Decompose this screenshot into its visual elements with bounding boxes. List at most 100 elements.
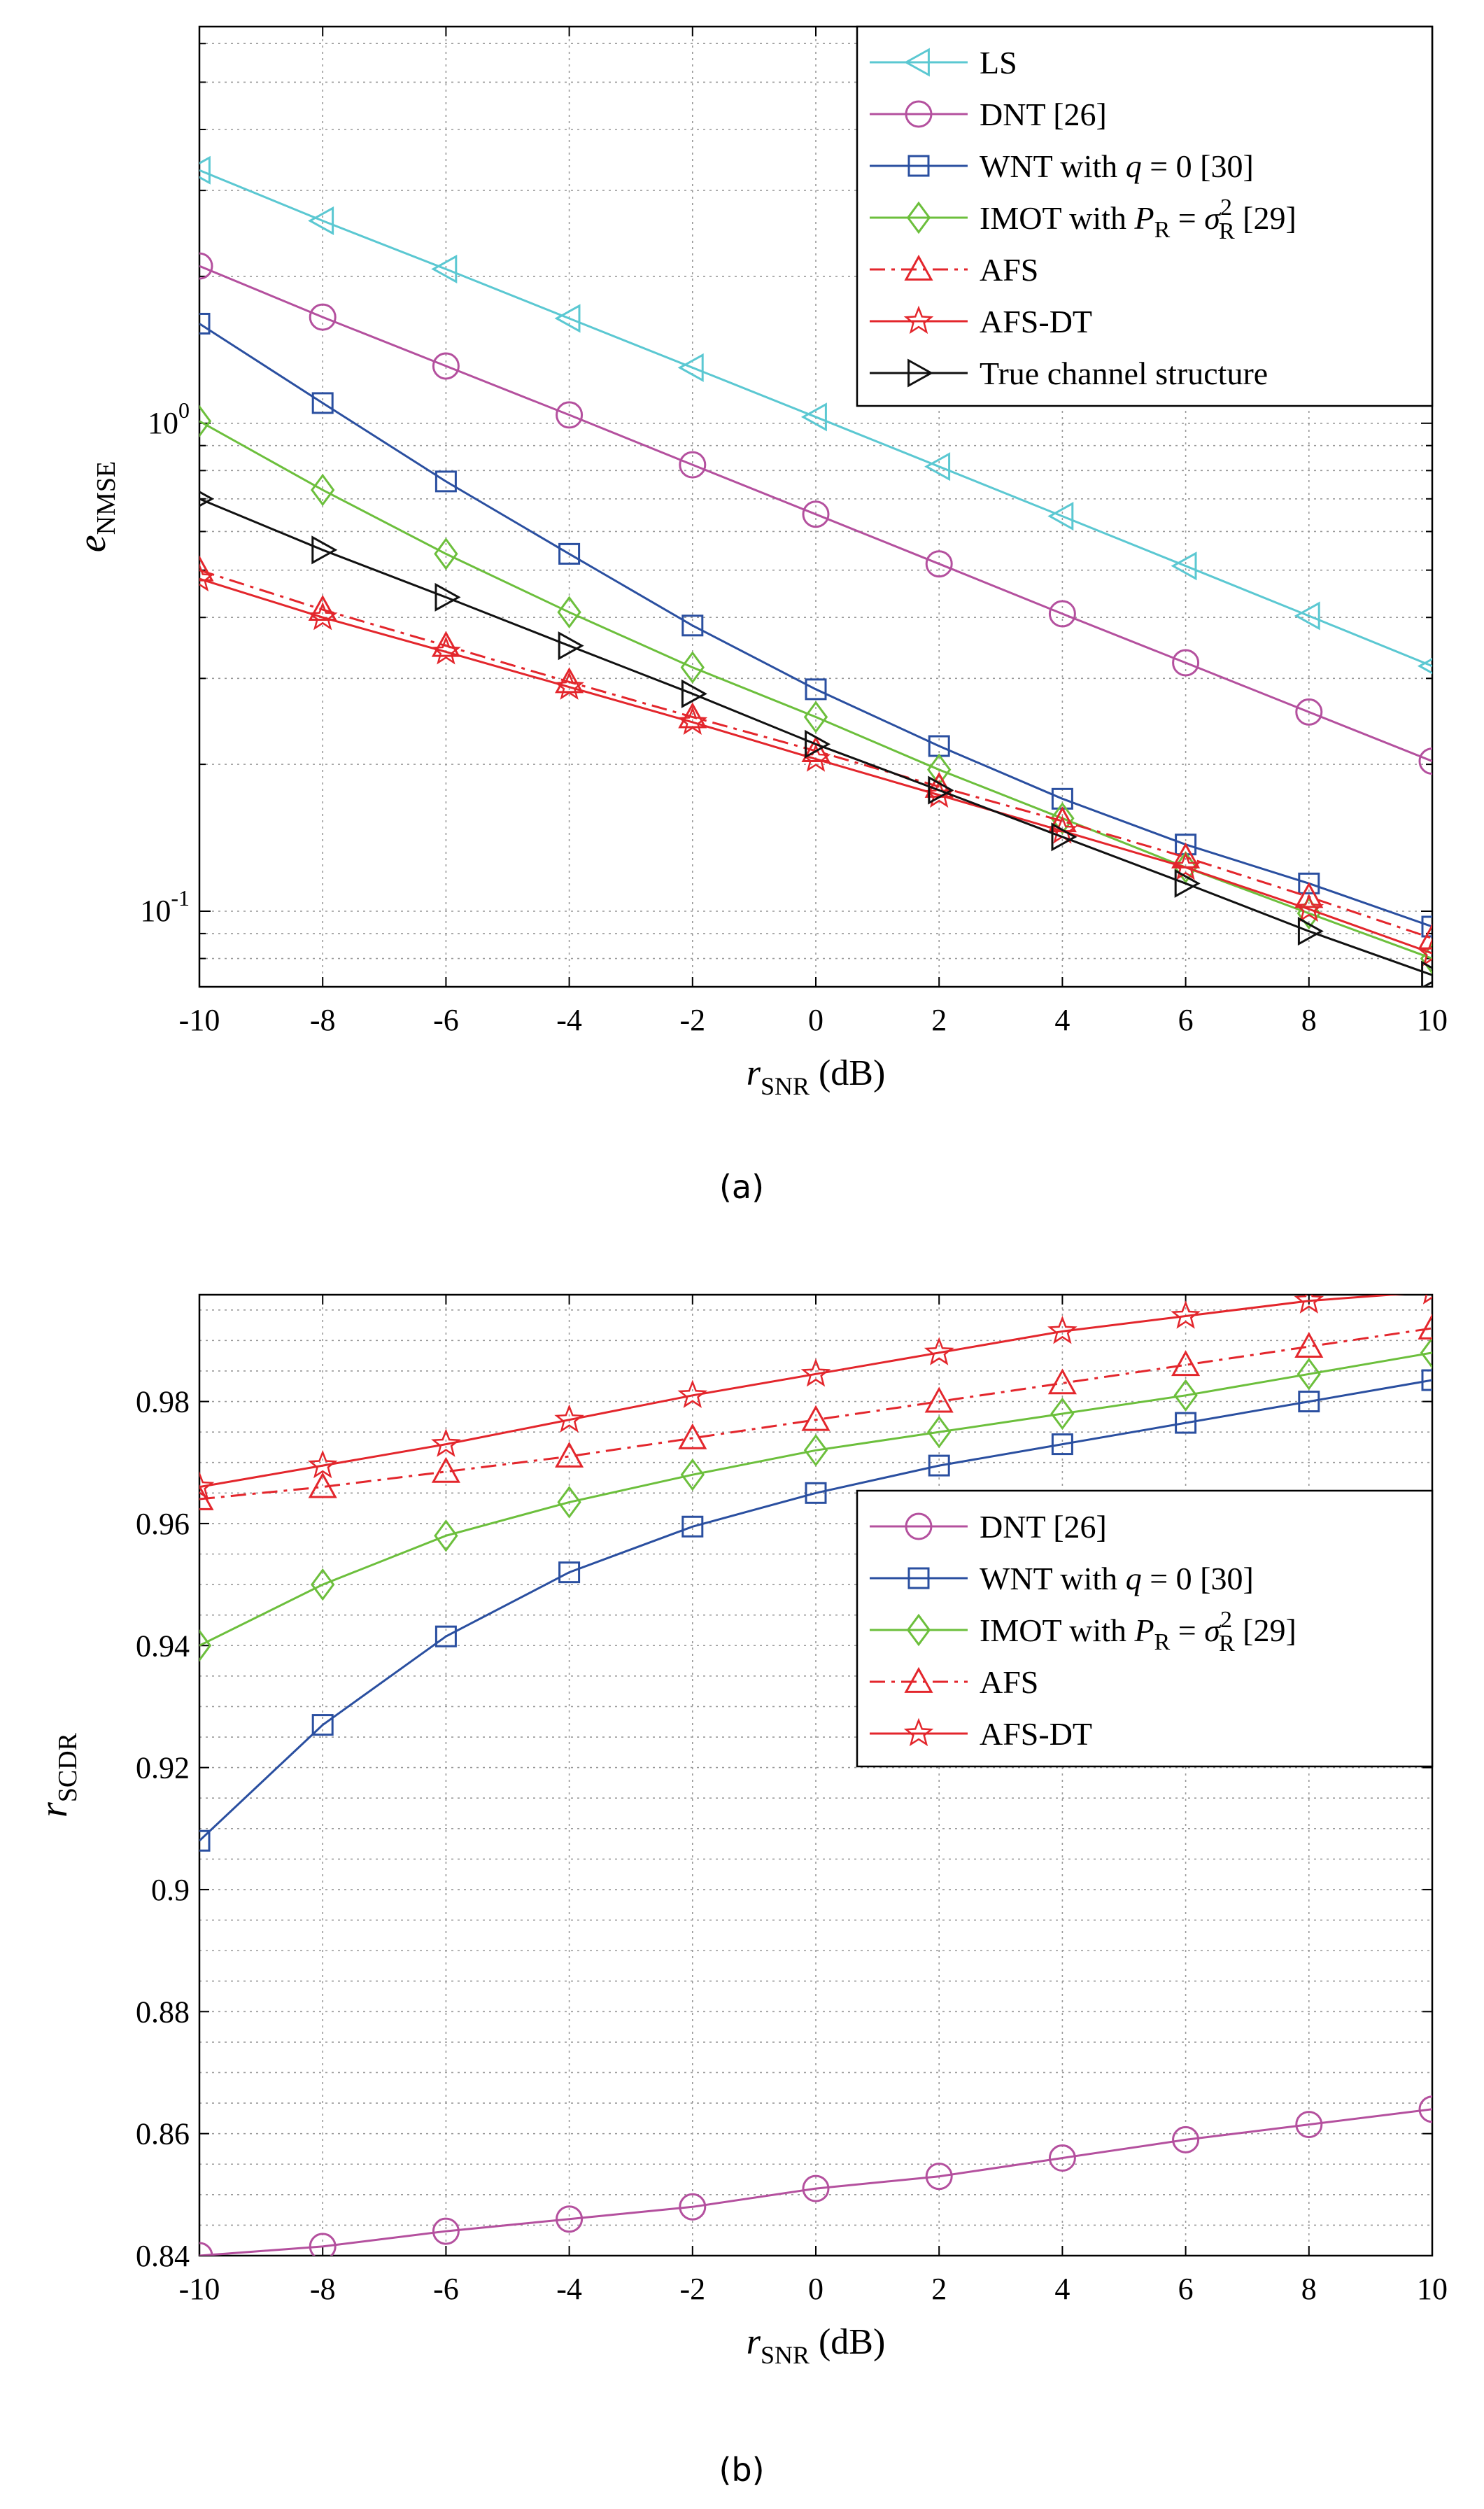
data-point <box>1171 1350 1201 1377</box>
data-point <box>1421 1369 1432 1391</box>
series-line-0 <box>199 169 1432 668</box>
data-point <box>680 651 705 684</box>
data-point <box>1171 551 1197 581</box>
series-line-0 <box>199 2108 1432 2256</box>
data-point <box>1294 1295 1324 1314</box>
data-point <box>199 252 213 280</box>
x-tick-label: 10 <box>1417 2272 1448 2306</box>
legend-label: IMOT with PR = σ2 R [29] <box>980 195 1296 244</box>
data-point <box>1048 2144 1076 2172</box>
legend-swatch-marker <box>903 1717 934 1747</box>
data-point <box>199 155 211 185</box>
data-point <box>199 555 214 582</box>
y-axis-label: rSCDR <box>32 1732 83 1818</box>
legend-swatch-marker <box>903 305 934 335</box>
data-point <box>1420 1336 1432 1370</box>
legend-swatch-marker <box>903 48 930 77</box>
data-point <box>1418 1313 1432 1340</box>
y-tick-label: 0.86 <box>136 2117 190 2151</box>
data-point <box>1295 2111 1323 2139</box>
data-point <box>1172 2125 1200 2153</box>
series-line-2 <box>199 323 1432 928</box>
data-point <box>557 1486 581 1519</box>
data-point <box>554 304 581 333</box>
data-point <box>677 1379 708 1408</box>
x-tick-label: -4 <box>556 2272 582 2306</box>
data-point <box>927 1415 952 1449</box>
data-point <box>1171 851 1201 880</box>
data-point <box>801 1405 831 1431</box>
x-tick-label: 0 <box>808 1003 824 1037</box>
data-point <box>681 614 704 637</box>
data-point <box>805 1482 827 1504</box>
x-tick-label: 8 <box>1301 2272 1317 2306</box>
data-point <box>805 678 827 701</box>
data-point <box>199 563 215 592</box>
data-point <box>1047 502 1074 531</box>
legend-swatch-marker <box>906 1613 931 1647</box>
data-point <box>801 736 831 762</box>
data-point <box>199 1484 214 1510</box>
plot-area <box>199 155 1432 987</box>
data-point <box>1418 923 1432 950</box>
data-point <box>1417 657 1432 675</box>
y-tick-label: 0.96 <box>136 1507 190 1541</box>
y-tick-label: 0.9 <box>151 1873 190 1907</box>
caption-b: (b) <box>719 2451 764 2489</box>
data-point <box>558 631 584 661</box>
x-tick-label: 4 <box>1054 2272 1070 2306</box>
data-point <box>800 1358 831 1387</box>
data-point <box>1050 1397 1075 1431</box>
legend-label: AFS-DT <box>980 304 1092 339</box>
series-line-2 <box>199 1351 1432 1647</box>
data-point <box>1421 960 1432 987</box>
series-line-1 <box>199 1379 1432 1842</box>
data-point <box>308 206 334 236</box>
data-point <box>308 1472 337 1498</box>
data-point <box>431 636 461 665</box>
data-point <box>679 2193 707 2221</box>
plot-area <box>199 1295 1432 2256</box>
data-point <box>928 1454 950 1477</box>
data-point <box>311 1714 334 1736</box>
data-point <box>311 1568 335 1601</box>
data-point <box>802 500 830 528</box>
data-point <box>1418 2095 1432 2123</box>
data-point <box>1295 698 1323 726</box>
chart-a: -10 -8 -6 -4 -2 0 2 4 6 8 10 100 10-1 rSNR (dB) eNMSE L… <box>71 25 1448 1100</box>
y-tick-label: 0.92 <box>136 1751 190 1785</box>
legend-swatch-marker <box>907 155 930 177</box>
data-point <box>199 405 212 437</box>
series-line-6 <box>199 498 1432 976</box>
x-tick-label: 8 <box>1301 1003 1317 1037</box>
data-point <box>802 2174 830 2202</box>
data-point <box>924 1386 954 1413</box>
data-point <box>554 1404 584 1433</box>
data-point <box>800 402 827 432</box>
data-point <box>1297 917 1324 946</box>
data-point <box>925 550 953 578</box>
x-tick-label: -6 <box>433 1003 459 1037</box>
y-axis-label: eNMSE <box>71 461 121 552</box>
legend-label: LS <box>980 45 1017 80</box>
data-point <box>557 596 581 628</box>
y-tick-label: 10-1 <box>140 885 190 928</box>
legend-box <box>856 25 1434 407</box>
data-point <box>431 631 460 657</box>
data-point <box>311 535 338 565</box>
data-point <box>556 401 584 429</box>
data-point <box>558 542 581 565</box>
x-tick-label: -2 <box>679 2272 705 2306</box>
data-point <box>924 452 951 482</box>
legend-swatch-marker <box>906 201 931 234</box>
data-point <box>307 601 338 631</box>
data-point <box>431 1456 460 1483</box>
data-point <box>434 1519 458 1552</box>
data-point <box>555 1441 584 1468</box>
data-point <box>803 1434 828 1467</box>
series-line-5 <box>199 577 1432 955</box>
data-point <box>556 2205 584 2233</box>
legend-label: AFS-DT <box>980 1716 1092 1752</box>
data-point <box>432 352 460 380</box>
